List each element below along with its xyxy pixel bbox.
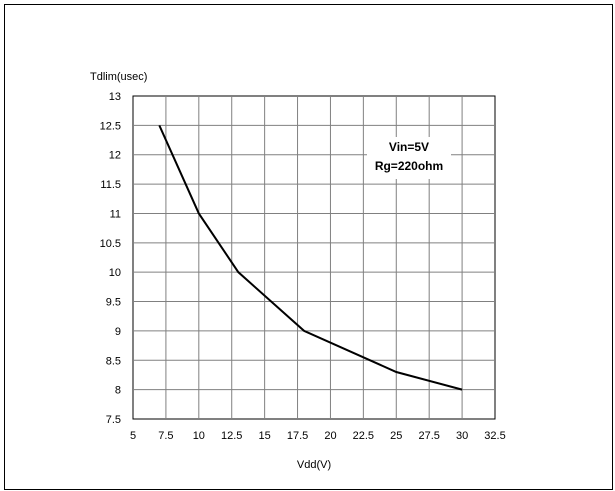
annotation-rg: Rg=220ohm	[375, 159, 443, 173]
y-tick-label: 9	[115, 326, 121, 338]
x-tick-label: 30	[456, 430, 468, 442]
y-tick-label: 11.5	[100, 179, 121, 191]
y-tick-label: 13	[109, 91, 121, 103]
x-tick-label: 32.5	[484, 430, 505, 442]
y-axis-label: Tdlim(usec)	[90, 71, 147, 83]
x-tick-label: 5	[130, 430, 136, 442]
y-tick-label: 11	[110, 208, 121, 220]
y-tick-label: 7.5	[106, 414, 121, 426]
x-tick-label: 10	[193, 430, 205, 442]
y-tick-label: 10.5	[100, 238, 121, 250]
x-axis-ticks: 5 7.5 10 12.5 15 17.5 20 22.5 25 27.5 30 32.5	[130, 430, 506, 442]
x-tick-label: 27.5	[418, 430, 439, 442]
annotation-vin: Vin=5V	[389, 140, 429, 154]
y-tick-label: 9.5	[106, 297, 121, 309]
series-group	[158, 124, 463, 391]
x-tick-label: 15	[259, 430, 271, 442]
x-axis-label: Vdd(V)	[297, 459, 331, 471]
y-tick-label: 8	[115, 385, 121, 397]
series-line	[158, 124, 463, 391]
x-tick-label: 25	[390, 430, 402, 442]
y-axis-ticks: 7.5 8 8.5 9 9.5 10 10.5 11 11.5 12 12.5 13	[100, 91, 121, 426]
x-tick-label: 22.5	[353, 430, 374, 442]
y-tick-label: 12.5	[100, 120, 121, 132]
x-tick-label: 7.5	[158, 430, 173, 442]
annotation-box	[367, 137, 451, 179]
gridlines	[133, 96, 495, 419]
y-tick-label: 8.5	[106, 355, 121, 367]
x-tick-label: 17.5	[287, 430, 308, 442]
x-tick-label: 20	[324, 430, 336, 442]
y-tick-label: 12	[109, 150, 121, 162]
y-tick-label: 10	[109, 267, 121, 279]
x-tick-label: 12.5	[221, 430, 242, 442]
